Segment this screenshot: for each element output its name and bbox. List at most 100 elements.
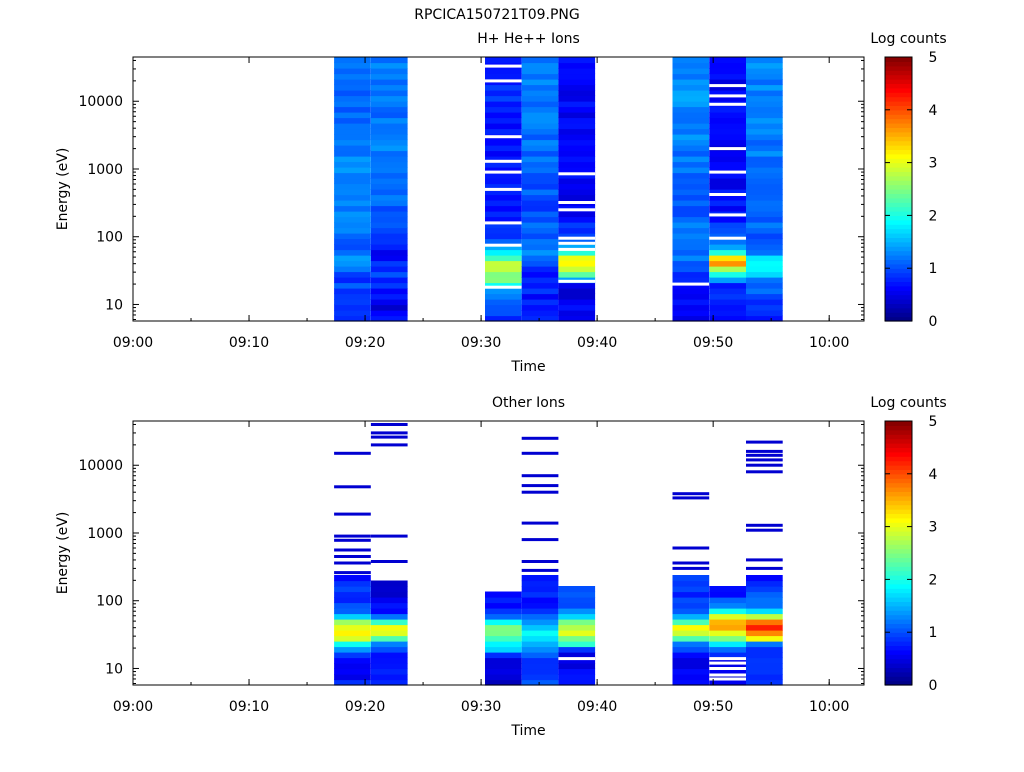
time-column (709, 57, 746, 322)
heatmap-cell (672, 266, 710, 273)
heatmap-cell (521, 172, 559, 179)
heatmap-cell (709, 679, 746, 686)
heatmap-cell (746, 216, 783, 223)
heatmap-cell (521, 613, 559, 620)
heatmap-cell (746, 657, 783, 664)
heatmap-cell (521, 630, 559, 637)
colorbar-swatch (885, 162, 912, 168)
heatmap-cell (746, 641, 783, 648)
heatmap-cell (709, 161, 746, 168)
heatmap-cell (558, 652, 596, 659)
heatmap-cell (521, 112, 559, 119)
sparse-count-line (672, 566, 710, 570)
heatmap-cell (485, 668, 522, 675)
heatmap-cell (746, 57, 783, 64)
heatmap-cell (709, 602, 746, 609)
heatmap-cell (709, 117, 746, 124)
heatmap-cell (485, 139, 522, 146)
heatmap-cell (558, 84, 596, 91)
x-tick-label: 09:20 (345, 699, 385, 715)
heatmap-cell (370, 233, 408, 240)
colorbar-swatch (885, 118, 912, 124)
heatmap-cell (521, 580, 559, 587)
heatmap-cell (709, 68, 746, 75)
heatmap-cell (672, 657, 710, 664)
heatmap-cell (672, 205, 710, 212)
heatmap-cell (485, 112, 522, 119)
heatmap-cell (521, 62, 559, 69)
heatmap-cell (558, 613, 596, 620)
heatmap-cell (672, 277, 710, 284)
heatmap-cell (709, 178, 746, 185)
colorbar-swatch (885, 105, 912, 111)
heatmap-cell (370, 200, 408, 207)
heatmap-cell (485, 293, 522, 300)
colorbar-swatch (885, 619, 912, 624)
heatmap-cell (746, 150, 783, 157)
heatmap-cell (558, 233, 596, 240)
empty-energy-bin (558, 241, 596, 245)
heatmap-cell (746, 211, 783, 218)
heatmap-cell (558, 123, 596, 130)
empty-energy-bin (485, 170, 522, 174)
heatmap-cell (672, 635, 710, 642)
heatmap-cell (558, 249, 596, 256)
sparse-count-line (521, 451, 559, 455)
empty-energy-bin (709, 661, 746, 665)
heatmap-cell (709, 624, 746, 631)
colorbar-swatch (885, 277, 912, 282)
heatmap-cell (672, 172, 710, 179)
heatmap-cell (485, 624, 522, 631)
heatmap-cell (370, 315, 408, 322)
heatmap-cell (746, 315, 783, 322)
colorbar-swatch (885, 522, 912, 528)
heatmap-cell (334, 641, 371, 648)
empty-energy-bin (558, 247, 596, 251)
heatmap-cell (521, 575, 559, 582)
heatmap-cell (334, 117, 371, 124)
heatmap-cell (672, 586, 710, 593)
heatmap-cell (334, 106, 371, 113)
colorbar-swatch (885, 272, 912, 278)
heatmap-cell (485, 167, 522, 174)
colorbar-swatch (885, 303, 912, 309)
heatmap-cell (558, 299, 596, 306)
empty-energy-bin (485, 64, 522, 68)
heatmap-cell (558, 128, 596, 135)
heatmap-cell (485, 591, 522, 598)
colorbar-swatch (885, 127, 912, 133)
heatmap-cell (485, 266, 522, 273)
heatmap-cell (521, 57, 559, 64)
heatmap-cell (672, 95, 710, 102)
heatmap-cell (746, 630, 783, 637)
heatmap-cell (672, 674, 710, 681)
heatmap-cell (485, 233, 522, 240)
heatmap-cell (672, 260, 710, 267)
heatmap-cell (334, 139, 371, 146)
heatmap-cell (334, 652, 371, 659)
heatmap-cell (558, 663, 596, 670)
heatmap-cell (334, 101, 371, 108)
heatmap-cell (485, 95, 522, 102)
heatmap-cell (709, 288, 746, 295)
heatmap-cell (370, 79, 408, 86)
colorbar-swatch (885, 579, 912, 585)
colorbar-swatch (885, 158, 912, 164)
heatmap-cell (672, 57, 710, 64)
heatmap-cell (521, 597, 559, 604)
heatmap-cell (485, 178, 522, 185)
heatmap-cell (370, 189, 408, 196)
heatmap-cell (334, 282, 371, 289)
heatmap-cell (334, 123, 371, 130)
heatmap-cell (709, 310, 746, 317)
heatmap-cell (521, 238, 559, 245)
heatmap-cell (521, 288, 559, 295)
colorbar-swatch (885, 438, 912, 444)
heatmap-cell (370, 310, 408, 317)
heatmap-cell (370, 90, 408, 97)
heatmap-cell (746, 663, 783, 670)
heatmap-cell (672, 84, 710, 91)
colorbar-swatch (885, 645, 912, 651)
heatmap-cell (485, 222, 522, 229)
colorbar-swatch (885, 70, 912, 76)
